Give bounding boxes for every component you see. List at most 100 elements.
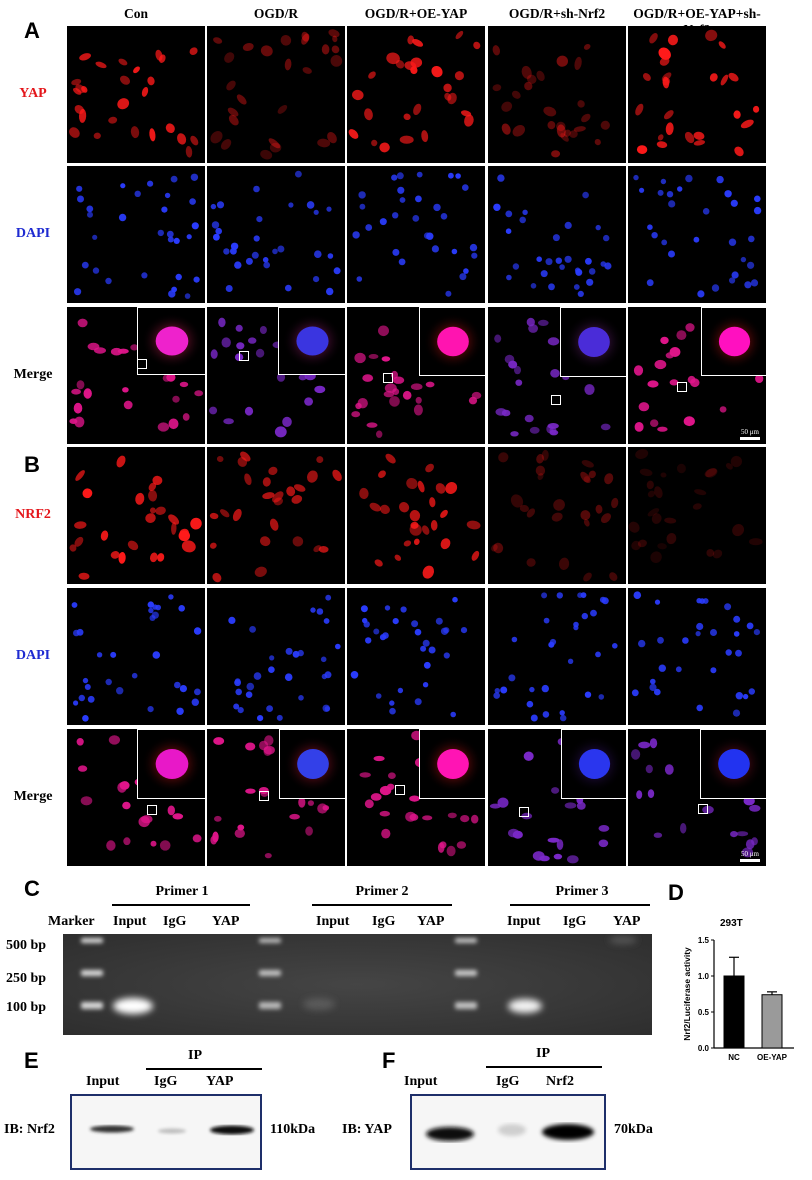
magnified-inset [137,307,205,375]
primer-3-yap-band [609,936,637,944]
selection-box [551,395,561,405]
panel-e-lane-igg: IgG [154,1074,178,1089]
gel-lane-p3-1: IgG [563,914,587,929]
panel-b-image-r2-c1 [207,729,345,866]
panel-letter-e: E [24,1048,39,1073]
column-title-0: Con [123,6,148,21]
panel-f-band-input [426,1127,474,1141]
panel-a-image-r1-c3 [488,166,626,303]
panel-b-image-r1-c3 [488,588,626,725]
primer-3-label: Primer 3 [555,884,609,899]
selection-box [395,785,405,795]
magnified-inset [419,307,485,376]
size-100bp: 100 bp [6,1000,47,1015]
panel-e-band-igg [158,1128,186,1134]
selection-box [698,804,708,814]
x-tick-label: NC [728,1053,740,1062]
gel-lane-p2-0: Input [316,914,350,929]
gel-lane-p2-2: YAP [417,914,445,929]
agarose-gel [63,934,652,1035]
bar-nc [723,975,745,1049]
panel-b-image-r1-c0 [67,588,205,725]
primer-3-line [510,904,650,906]
column-title-3: OGD/R+sh-Nrf2 [508,6,606,21]
bar-oe-yap [761,994,783,1049]
gel-lane-p1-2: YAP [212,914,240,929]
panel-a-image-r1-c4 [628,166,766,303]
primer-2-input-band [303,998,335,1010]
panel-e-ib-label: IB: Nrf2 [4,1122,55,1137]
scale-bar: 50 μm [740,850,760,862]
panel-a-image-r1-c1 [207,166,345,303]
gel-lane-p3-0: Input [507,914,541,929]
column-title-1: OGD/R [253,6,299,21]
y-tick-label: 0.0 [698,1044,710,1053]
panel-letter-c: C [24,876,40,901]
magnified-inset [278,307,345,375]
marker-1-band-100 [81,1002,103,1009]
y-axis-label: Nrf2/Luciferase activity [682,947,692,1041]
selection-box [137,359,147,369]
magnified-inset [279,729,345,799]
magnified-inset [700,729,766,799]
magnified-inset [419,729,485,799]
gel-lane-p1-1: IgG [163,914,187,929]
panel-a-row-label-0: YAP [19,85,47,101]
panel-letter-a: A [24,18,40,43]
panel-e-blot [70,1094,262,1170]
panel-f-lane-nrf2: Nrf2 [546,1074,574,1089]
panel-b-image-r0-c1 [207,447,345,584]
primer-1-input-band [113,998,153,1014]
panel-f-lane-input: Input [404,1074,438,1089]
magnified-inset [137,729,205,799]
panel-a-image-r0-c1 [207,26,345,163]
panel-b-image-r1-c1 [207,588,345,725]
y-tick-label: 0.5 [698,1008,710,1017]
panel-b-image-r2-c3 [488,729,626,866]
panel-b-image-r0-c2 [347,447,485,584]
panel-b-image-r1-c2 [347,588,485,725]
marker-label: Marker [48,914,95,929]
panel-a-image-r0-c4 [628,26,766,163]
panel-letter-b: B [24,452,40,477]
scale-bar-label: 50 μm [741,850,759,858]
marker-2-band-250 [259,970,281,976]
marker-1-band-250 [81,970,103,976]
magnified-inset [561,729,626,799]
panel-f-blot [410,1094,606,1170]
panel-b-image-r0-c0 [67,447,205,584]
selection-box [519,807,529,817]
panel-a-image-r2-c0 [67,307,205,444]
panel-f-ip-label: IP [536,1046,550,1061]
panel-b-image-r0-c4 [628,447,766,584]
y-tick-label: 1.5 [698,936,710,945]
selection-box [383,373,393,383]
panel-e-lane-input: Input [86,1074,120,1089]
marker-2-band-100 [259,1002,281,1009]
panel-e-ip-label: IP [188,1048,202,1063]
panel-b-image-r2-c4: 50 μm [628,729,766,866]
panel-a-image-r0-c2 [347,26,485,163]
panel-f-lane-igg: IgG [496,1074,520,1089]
panel-e-band-yap [210,1125,254,1135]
magnified-inset [560,307,626,377]
panel-b-row-label-2: Merge [13,788,53,804]
panel-f-size: 70kDa [614,1122,653,1137]
marker-3-band-500 [455,938,477,943]
panel-e-band-input [90,1125,134,1133]
selection-box [677,382,687,392]
panel-a-row-label-1: DAPI [15,225,51,241]
y-tick-label: 1.0 [698,972,710,981]
primer-2-label: Primer 2 [355,884,409,899]
luciferase-bar-chart: 0.0 0.5 1.0 1.5 Nrf2/Luciferase activity NC OE… [682,936,794,1062]
marker-3-band-100 [455,1002,477,1009]
primer-3-input-band [508,999,542,1013]
selection-box [239,351,249,361]
gel-lane-p1-0: Input [113,914,147,929]
panel-b-row-label-1: DAPI [15,647,51,663]
panel-a-image-r2-c3 [488,307,626,444]
panel-a-image-r2-c4: 50 μm [628,307,766,444]
marker-2-band-500 [259,938,281,943]
selection-box [147,805,157,815]
panel-f-ib-label: IB: YAP [342,1122,392,1137]
